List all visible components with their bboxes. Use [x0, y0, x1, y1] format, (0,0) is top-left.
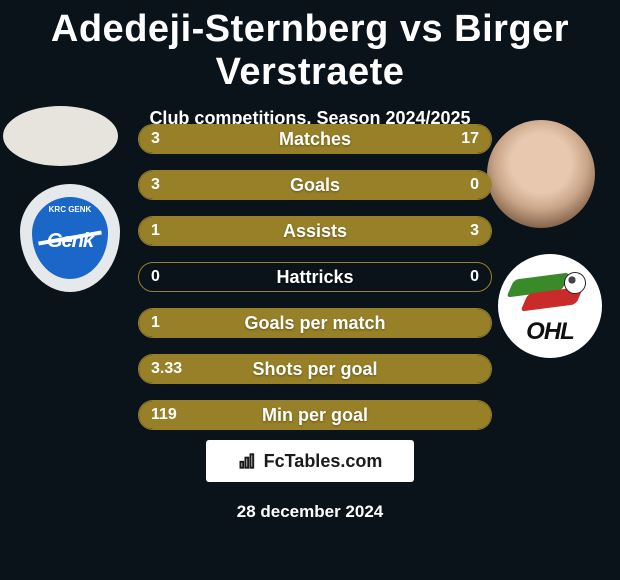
branding-text: FcTables.com: [264, 451, 383, 472]
stat-label: Min per goal: [139, 401, 491, 429]
stat-row: 119Min per goal: [138, 400, 492, 430]
stat-row: 1Goals per match: [138, 308, 492, 338]
stat-label: Goals: [139, 171, 491, 199]
stat-row: 13Assists: [138, 216, 492, 246]
stat-row: 30Goals: [138, 170, 492, 200]
stat-label: Shots per goal: [139, 355, 491, 383]
stat-row: 3.33Shots per goal: [138, 354, 492, 384]
club-right-text: OHL: [498, 318, 602, 346]
stat-label: Assists: [139, 217, 491, 245]
club-left-top-text: KRC GENK: [49, 205, 92, 214]
club-badge-right: OHL: [498, 254, 602, 358]
stat-label: Matches: [139, 125, 491, 153]
stat-label: Goals per match: [139, 309, 491, 337]
stat-label: Hattricks: [139, 263, 491, 291]
date-text: 28 december 2024: [0, 502, 620, 522]
stat-row: 00Hattricks: [138, 262, 492, 292]
stats-comparison: 317Matches 30Goals 13Assists 00Hattricks 1Go…: [138, 124, 492, 446]
player-photo-left: [3, 106, 118, 166]
page-title: Adedeji-Sternberg vs Birger Verstraete: [0, 0, 620, 94]
stat-row: 317Matches: [138, 124, 492, 154]
player-photo-right: [487, 120, 595, 228]
club-badge-left: KRC GENK Genk: [20, 184, 120, 284]
chart-icon: [238, 451, 258, 471]
branding-badge: FcTables.com: [206, 440, 414, 482]
